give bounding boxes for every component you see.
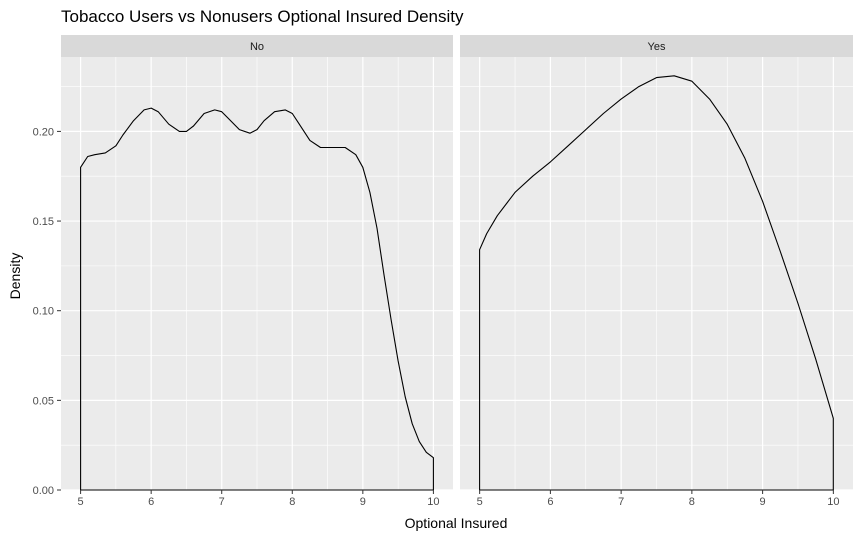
density-curve (479, 75, 834, 491)
x-tick-label: 6 (547, 496, 553, 508)
facet-panels: No 5 6 7 8 9 10 Yes 5 6 7 8 9 10 0.00 0.05 0.10 0.15 0.20 (33, 35, 853, 508)
x-axis-title: Optional Insured (405, 515, 508, 531)
y-tick-label: 0.00 (33, 485, 54, 497)
x-tick-label: 10 (427, 496, 439, 508)
x-tick-label: 8 (289, 496, 295, 508)
facet-strip (460, 35, 853, 57)
x-tick-label: 5 (78, 496, 84, 508)
x-tick-label: 5 (477, 496, 483, 508)
facet-strip (61, 35, 453, 57)
y-tick-label: 0.15 (33, 216, 54, 228)
density-curve (80, 107, 434, 491)
x-tick-label: 6 (148, 496, 154, 508)
y-tick-label: 0.20 (33, 126, 54, 138)
facet-strip-label: Yes (648, 41, 666, 53)
x-tick-label: 9 (760, 496, 766, 508)
y-tick-label: 0.10 (33, 306, 54, 318)
x-tick-label: 7 (219, 496, 225, 508)
x-tick-label: 7 (618, 496, 624, 508)
x-tick-label: 9 (360, 496, 366, 508)
y-tick-label: 0.05 (33, 395, 54, 407)
chart-title: Tobacco Users vs Nonusers Optional Insur… (61, 7, 464, 26)
y-axis-title: Density (7, 253, 23, 300)
x-tick-label: 8 (689, 496, 695, 508)
x-tick-label: 10 (827, 496, 839, 508)
facet-strip-label: No (250, 41, 264, 53)
